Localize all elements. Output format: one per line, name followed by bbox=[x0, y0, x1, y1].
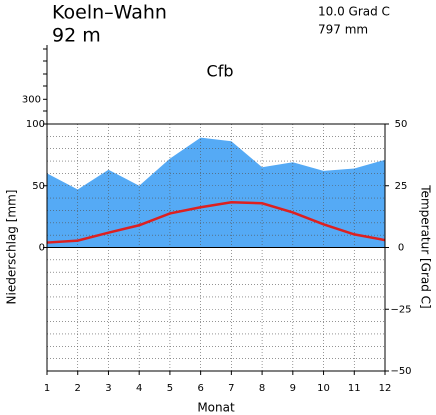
elevation: 92 m bbox=[52, 25, 101, 47]
y2-tick-label: −50 bbox=[390, 366, 411, 377]
x-tick-label: 12 bbox=[379, 383, 392, 394]
y2-tick-label: 0 bbox=[398, 243, 404, 254]
upper-minor-ticks bbox=[43, 48, 47, 112]
x-axis-label: Monat bbox=[197, 401, 235, 415]
annual-temperature: 10.0 Grad C bbox=[318, 5, 390, 19]
x-tick-label: 6 bbox=[197, 383, 203, 394]
x-tick-label: 11 bbox=[348, 383, 361, 394]
climate-class: Cfb bbox=[207, 62, 234, 81]
y-tick-label: 100 bbox=[26, 119, 45, 130]
x-tick-label: 3 bbox=[105, 383, 111, 394]
y-tick-label: 0 bbox=[39, 243, 45, 254]
y2-tick-label: 50 bbox=[395, 119, 408, 130]
temperature-line bbox=[46, 201, 386, 244]
x-tick-label: 4 bbox=[136, 383, 142, 394]
y-upper-tick-label: 300 bbox=[22, 94, 41, 105]
y-axis-label: Niederschlag [mm] bbox=[5, 190, 19, 305]
y2-tick-label: 25 bbox=[395, 181, 408, 192]
x-tick-label: 5 bbox=[167, 383, 173, 394]
x-tick-label: 1 bbox=[44, 383, 50, 394]
y-tick-label: 50 bbox=[32, 181, 45, 192]
x-tick-label: 8 bbox=[259, 383, 265, 394]
x-tick-label: 10 bbox=[317, 383, 330, 394]
y2-tick-label: −25 bbox=[390, 304, 411, 315]
precipitation-area bbox=[47, 137, 385, 248]
x-tick-label: 7 bbox=[228, 383, 234, 394]
station-title: Koeln–Wahn bbox=[52, 2, 167, 24]
x-tick-label: 2 bbox=[75, 383, 81, 394]
y2-axis-label: Temperatur [Grad C] bbox=[419, 184, 433, 308]
annual-precipitation: 797 mm bbox=[318, 23, 368, 37]
x-tick-label: 9 bbox=[290, 383, 296, 394]
